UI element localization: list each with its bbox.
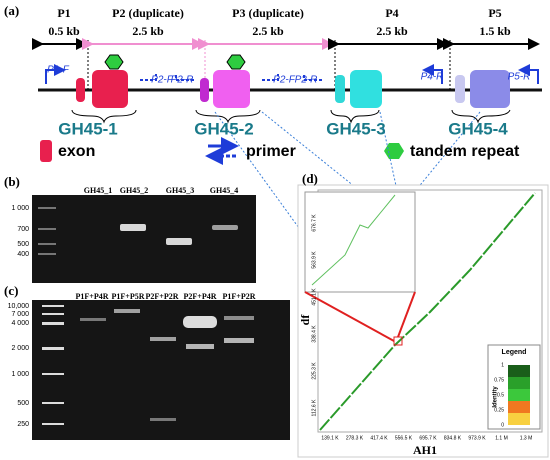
y-axis-label: df: [298, 314, 312, 326]
gel-b: [32, 195, 256, 283]
legend-label: primer: [246, 143, 296, 160]
panel-a: [32, 38, 542, 236]
y-tick-label: 451.1 K: [311, 288, 317, 306]
legend-level: 0.5: [497, 392, 504, 398]
y-tick-label: 563.9 K: [311, 251, 317, 269]
segment-size: 2.5 kb: [132, 24, 164, 38]
primer-label: P2-F: [273, 75, 296, 86]
gel-c: [32, 300, 290, 440]
legend-swatches: [508, 365, 530, 425]
bands-b: [38, 207, 238, 255]
x-tick-label: 139.1 K: [321, 435, 339, 441]
ladder-label: 1 000: [11, 371, 29, 378]
primer-label: P4-R: [421, 72, 444, 83]
legend-level: 0.25: [494, 407, 504, 413]
x-tick-label: 973.9 K: [468, 435, 486, 441]
legend-level: 0.75: [494, 377, 504, 383]
bands-c: [42, 305, 254, 425]
panel-label: (a): [4, 3, 19, 18]
lane-label: GH45_2: [120, 186, 148, 195]
segment-name: P3 (duplicate): [232, 6, 304, 20]
x-tick-label: 1.1 M: [495, 435, 508, 441]
lane-label: P1F+P2R: [223, 292, 256, 301]
legend-level: 1: [501, 362, 504, 368]
lane-label: GH45_1: [84, 186, 112, 195]
x-tick-label: 417.4 K: [370, 435, 388, 441]
y-tick-label: 676.7 K: [311, 214, 317, 232]
lane-label: P2F+P4R: [184, 292, 217, 301]
gene-label: GH45-1: [58, 119, 118, 138]
segment-name: P5: [488, 6, 501, 20]
segment-name: P4: [385, 6, 398, 20]
ladder-label: 700: [17, 226, 29, 233]
segment-name: P1: [57, 6, 70, 20]
ladder-label: 500: [17, 400, 29, 407]
inset-line: [311, 194, 396, 286]
x-tick-label: 1.3 M: [520, 435, 533, 441]
x-tick-label: 278.3 K: [346, 435, 364, 441]
legend-level: 0: [501, 422, 504, 428]
panel-label: (d): [302, 171, 318, 186]
legend-label: tandem repeat: [410, 143, 520, 160]
ladder-label: 4 000: [11, 320, 29, 327]
legend-title: Legend: [502, 349, 527, 356]
ladder-label: 500: [17, 241, 29, 248]
segment-size: 1.5 kb: [479, 24, 511, 38]
ladder-label: 1 000: [11, 205, 29, 212]
x-tick-label: 695.7 K: [419, 435, 437, 441]
ladder-label: 2 000: [11, 345, 29, 352]
primer-label: P1-F: [47, 65, 70, 76]
legend-axis: Identity: [493, 386, 499, 408]
ladder-label: 10,000: [8, 303, 30, 310]
gene-label: GH45-3: [326, 119, 386, 138]
panel-label: (c): [4, 283, 18, 298]
primer-label: P5-R: [508, 72, 531, 83]
legend-label: exon: [58, 143, 95, 160]
lane-label: P1F+P4R: [76, 292, 109, 301]
gene-label: GH45-2: [194, 119, 254, 138]
segment-size: 2.5 kb: [252, 24, 284, 38]
primer-label: P2-F: [151, 75, 174, 86]
primer-label: P2-R: [295, 75, 318, 86]
ladder-label: 7 000: [11, 311, 29, 318]
x-tick-label: 556.5 K: [395, 435, 413, 441]
x-tick-label: 834.8 K: [444, 435, 462, 441]
panel-label: (b): [4, 174, 20, 189]
inset: [304, 191, 416, 293]
gene-label: GH45-4: [448, 119, 508, 138]
segment-size: 2.5 kb: [376, 24, 408, 38]
ladder-label: 400: [17, 251, 29, 258]
plot-area: [317, 189, 543, 433]
ladder-label: 250: [17, 421, 29, 428]
y-tick-label: 112.6 K: [311, 399, 317, 417]
y-tick-label: 225.3 K: [311, 362, 317, 380]
lane-label: GH45_4: [210, 186, 238, 195]
primer-label: P2-R: [171, 75, 194, 86]
x-axis-label: AH1: [413, 443, 437, 457]
y-tick-label: 338.4 K: [311, 325, 317, 343]
segment-name: P2 (duplicate): [112, 6, 184, 20]
lane-label: GH45_3: [166, 186, 194, 195]
segment-size: 0.5 kb: [48, 24, 80, 38]
identity-line: [319, 192, 536, 431]
lane-label: P1F+P5R: [112, 292, 145, 301]
lane-label: P2F+P2R: [146, 292, 179, 301]
